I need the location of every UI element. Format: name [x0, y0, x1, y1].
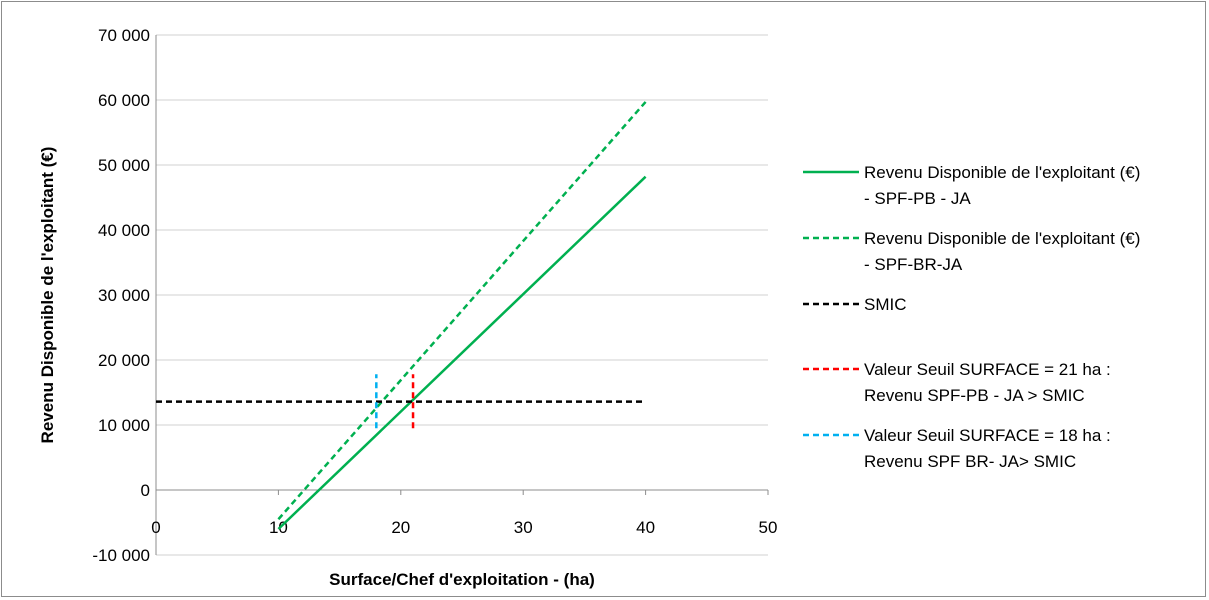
- legend-label: SMIC: [864, 295, 907, 314]
- legend-label: Revenu Disponible de l'exploitant (€): [864, 229, 1140, 248]
- legend-label: Valeur Seuil SURFACE = 21 ha :: [864, 360, 1111, 379]
- legend-label: - SPF-PB - JA: [864, 189, 971, 208]
- legend-label: Revenu SPF-PB - JA > SMIC: [864, 386, 1085, 405]
- y-tick-label: 70 000: [98, 26, 150, 45]
- y-tick-label: -10 000: [92, 546, 150, 565]
- y-tick-label: 10 000: [98, 416, 150, 435]
- x-tick-label: 30: [514, 518, 533, 537]
- y-tick-label: 0: [141, 481, 150, 500]
- gridlines: [156, 34, 768, 556]
- x-tick-label: 0: [151, 518, 160, 537]
- y-tick-label: 30 000: [98, 286, 150, 305]
- y-tick-label: 50 000: [98, 156, 150, 175]
- y-tick-label: 60 000: [98, 91, 150, 110]
- y-tick-label: 40 000: [98, 221, 150, 240]
- legend-label: Valeur Seuil SURFACE = 18 ha :: [864, 426, 1111, 445]
- x-tick-label: 20: [391, 518, 410, 537]
- y-axis-title: Revenu Disponible de l'exploitant (€): [38, 147, 57, 444]
- x-tick-label: 50: [759, 518, 778, 537]
- legend-label: Revenu Disponible de l'exploitant (€): [864, 163, 1140, 182]
- legend: Revenu Disponible de l'exploitant (€) - S…: [803, 163, 1140, 471]
- x-tick-label: 40: [636, 518, 655, 537]
- series-line-2: [277, 101, 647, 521]
- axes: [155, 35, 769, 555]
- legend-label: - SPF-BR-JA: [864, 255, 963, 274]
- legend-label: Revenu SPF BR- JA> SMIC: [864, 452, 1076, 471]
- y-tick-label: 20 000: [98, 351, 150, 370]
- data-series: [156, 101, 647, 530]
- series-line-1: [277, 175, 647, 530]
- x-axis-title: Surface/Chef d'exploitation - (ha): [329, 570, 595, 589]
